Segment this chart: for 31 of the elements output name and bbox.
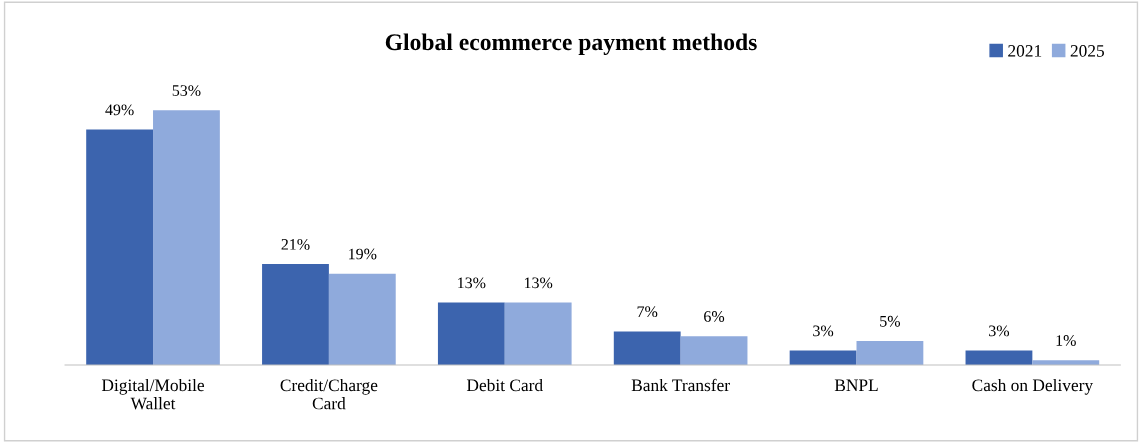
data-label: 5% <box>880 315 901 327</box>
data-label: 53% <box>172 85 201 96</box>
bar <box>613 331 681 366</box>
x-tick-label: Credit/Charge Card <box>280 378 378 410</box>
x-tick-label: Digital/Mobile Wallet <box>101 378 205 410</box>
bar <box>856 341 924 366</box>
x-tick-label: BNPL <box>834 379 878 392</box>
data-label: 3% <box>989 325 1010 337</box>
data-label: 3% <box>813 325 834 337</box>
bar <box>680 336 748 366</box>
bar <box>437 302 505 366</box>
bar <box>789 350 857 366</box>
data-label: 13% <box>458 277 486 289</box>
x-tick-label: Cash on Delivery <box>972 378 1094 395</box>
data-label: 1% <box>1056 335 1076 346</box>
chart-title: Global ecommerce payment methods <box>385 33 757 56</box>
data-label: 21% <box>281 238 310 250</box>
legend-label: 2025 <box>1070 45 1104 57</box>
bar <box>153 110 220 366</box>
data-label: 13% <box>524 277 553 289</box>
data-label: 6% <box>704 311 725 322</box>
bar <box>504 302 572 366</box>
data-label: 49% <box>105 104 134 116</box>
x-tick-label: Debit Card <box>466 378 543 392</box>
bar <box>262 264 329 366</box>
bar <box>86 129 154 366</box>
data-label: 7% <box>637 306 658 318</box>
legend-label: 2021 <box>1008 45 1042 57</box>
bar <box>328 273 396 366</box>
data-label: 19% <box>349 248 377 260</box>
x-tick-label: Bank Transfer <box>631 378 730 392</box>
